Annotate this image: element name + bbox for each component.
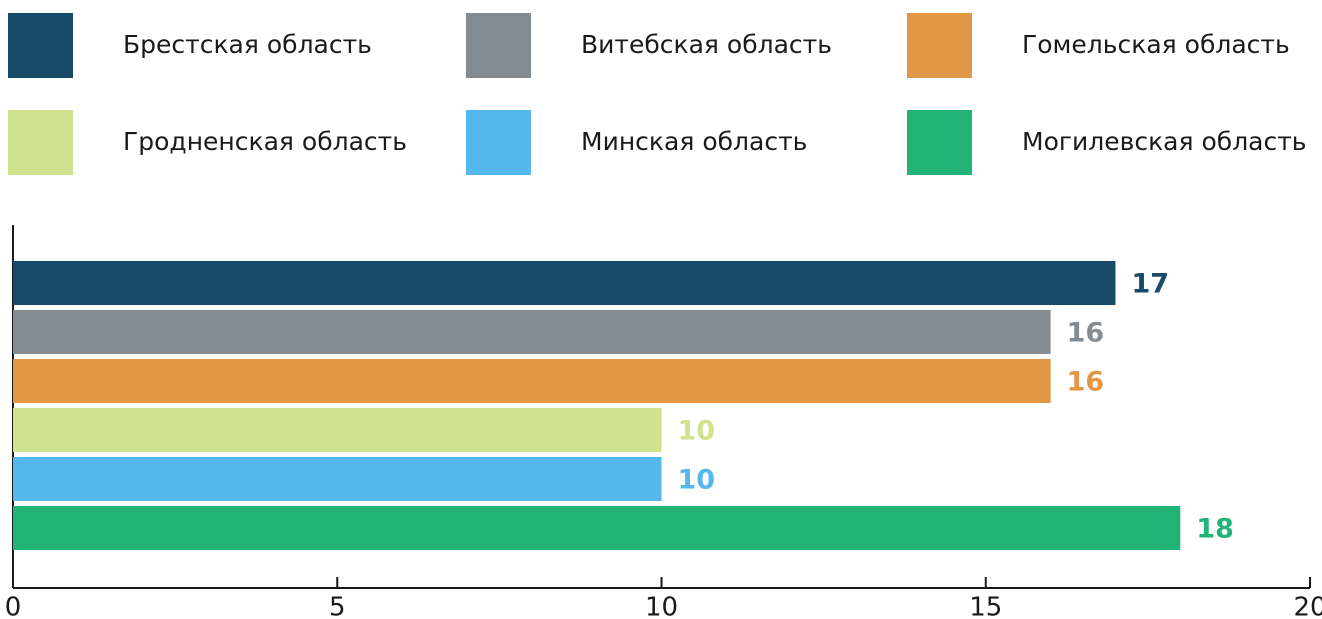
x-tick-label: 5 — [329, 593, 346, 619]
value-label: 17 — [1131, 269, 1169, 300]
value-label: 10 — [678, 416, 716, 447]
legend-swatch — [466, 13, 531, 78]
legend-swatch — [466, 110, 531, 175]
value-label: 16 — [1067, 318, 1105, 349]
legend-swatch — [907, 13, 972, 78]
legend-label: Витебская область — [581, 30, 832, 59]
legend-swatch — [907, 110, 972, 175]
legend-swatch — [8, 110, 73, 175]
bar — [13, 310, 1051, 354]
legend-label: Гродненская область — [123, 127, 407, 156]
legend-label: Гомельская область — [1022, 30, 1290, 59]
x-tick-label: 0 — [5, 593, 22, 619]
bar — [13, 359, 1051, 403]
bar — [13, 408, 662, 452]
bar — [13, 457, 662, 501]
value-label: 16 — [1067, 367, 1105, 398]
value-label: 18 — [1196, 514, 1234, 545]
legend-label: Минская область — [581, 127, 807, 156]
x-tick-label: 20 — [1293, 593, 1322, 619]
x-tick-label: 10 — [645, 593, 678, 619]
bar — [13, 506, 1181, 550]
legend-label: Могилевская область — [1022, 127, 1307, 156]
bar — [13, 261, 1116, 305]
legend-swatch — [8, 13, 73, 78]
legend-label: Брестская область — [123, 30, 372, 59]
x-tick-label: 15 — [969, 593, 1002, 619]
value-label: 10 — [678, 465, 716, 496]
